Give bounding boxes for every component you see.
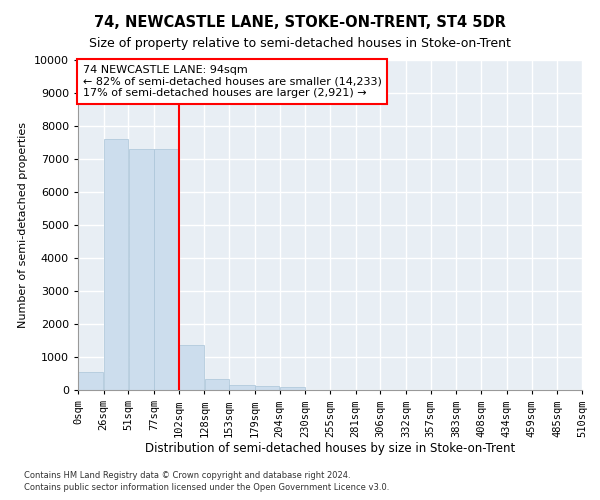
Text: Size of property relative to semi-detached houses in Stoke-on-Trent: Size of property relative to semi-detach… xyxy=(89,38,511,51)
Bar xyxy=(154,149,179,390)
Bar xyxy=(179,346,204,390)
Bar xyxy=(128,149,154,390)
Text: 74 NEWCASTLE LANE: 94sqm
← 82% of semi-detached houses are smaller (14,233)
17% : 74 NEWCASTLE LANE: 94sqm ← 82% of semi-d… xyxy=(83,65,382,98)
Bar xyxy=(280,388,305,390)
Y-axis label: Number of semi-detached properties: Number of semi-detached properties xyxy=(19,122,28,328)
Bar xyxy=(78,372,103,390)
X-axis label: Distribution of semi-detached houses by size in Stoke-on-Trent: Distribution of semi-detached houses by … xyxy=(145,442,515,455)
Bar xyxy=(255,386,280,390)
Bar xyxy=(229,384,254,390)
Bar xyxy=(205,379,229,390)
Text: 74, NEWCASTLE LANE, STOKE-ON-TRENT, ST4 5DR: 74, NEWCASTLE LANE, STOKE-ON-TRENT, ST4 … xyxy=(94,15,506,30)
Text: Contains public sector information licensed under the Open Government Licence v3: Contains public sector information licen… xyxy=(24,483,389,492)
Bar xyxy=(104,139,128,390)
Text: Contains HM Land Registry data © Crown copyright and database right 2024.: Contains HM Land Registry data © Crown c… xyxy=(24,470,350,480)
